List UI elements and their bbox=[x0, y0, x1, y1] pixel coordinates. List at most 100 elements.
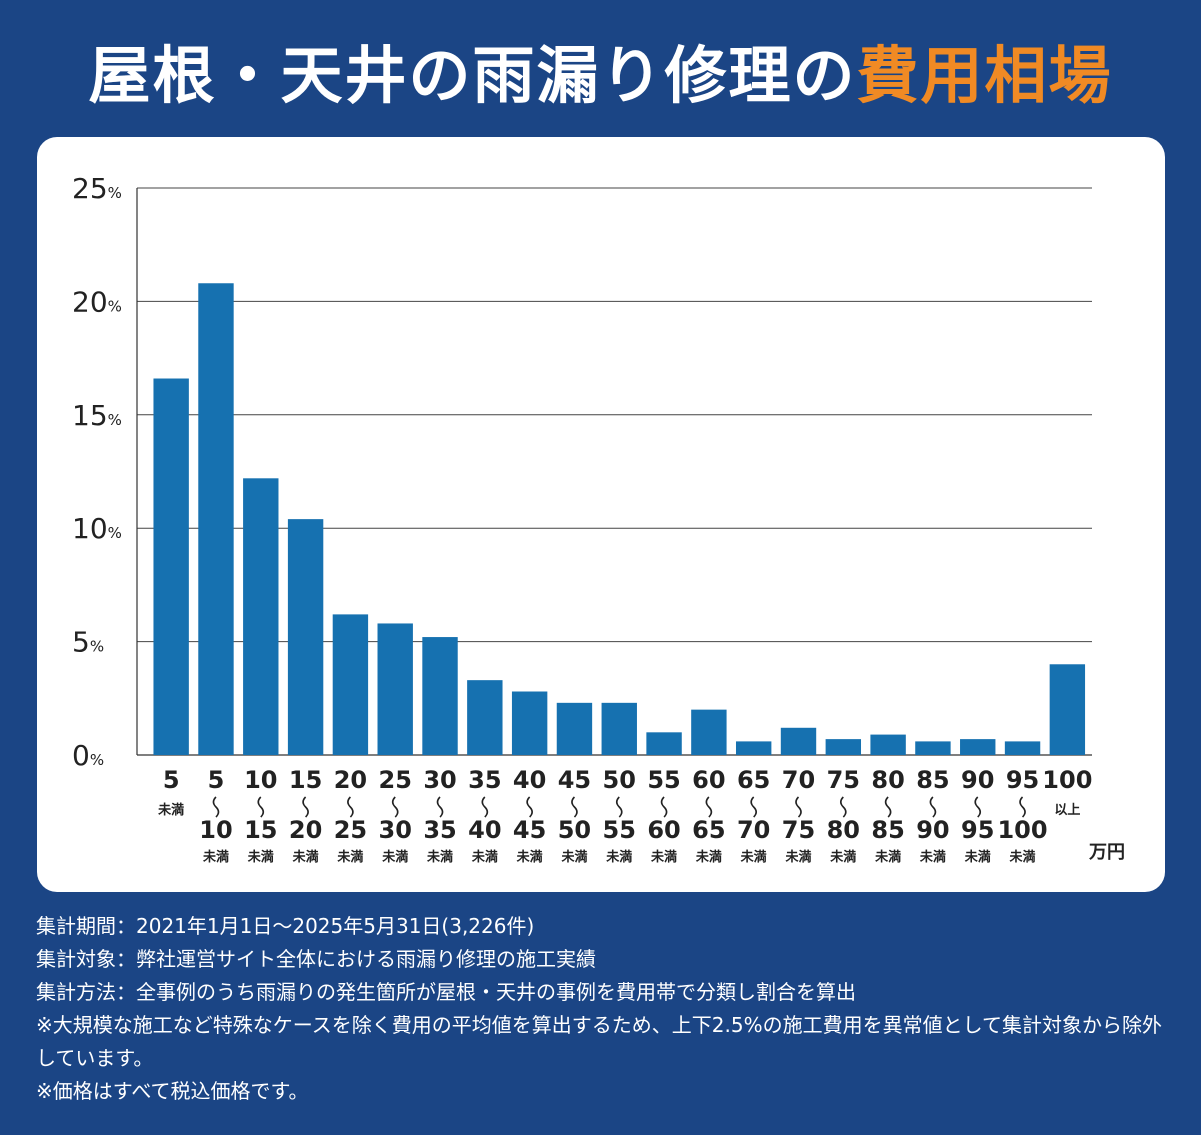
x-tick-range-mark bbox=[571, 796, 578, 818]
x-tick-label: 5 bbox=[208, 766, 225, 794]
x-tick-label: 25 bbox=[379, 766, 412, 794]
title-accent: 費用相場 bbox=[856, 39, 1113, 112]
y-tick-unit: % bbox=[108, 297, 122, 315]
x-tick-range-mark bbox=[1019, 796, 1026, 818]
x-tick-range-mark bbox=[436, 796, 444, 818]
x-tick-range-mark bbox=[660, 796, 668, 818]
bar bbox=[960, 739, 996, 755]
x-tick-label: 35 bbox=[423, 816, 456, 844]
x-tick-range-mark bbox=[615, 796, 623, 818]
x-tick-label: 10 bbox=[199, 816, 232, 844]
bar bbox=[1004, 741, 1041, 755]
x-tick-range-mark bbox=[347, 796, 354, 818]
bar bbox=[780, 727, 817, 755]
x-tick-note: 未満 bbox=[157, 802, 184, 818]
bar bbox=[243, 478, 279, 755]
bar bbox=[198, 283, 234, 755]
x-tick-label: 10 bbox=[244, 766, 277, 794]
x-tick-label: 55 bbox=[647, 766, 680, 794]
bar bbox=[915, 741, 951, 755]
bar bbox=[511, 691, 548, 755]
x-tick-note: 未満 bbox=[874, 849, 901, 865]
bar bbox=[556, 702, 593, 755]
note-exclusion: ※大規模な施工など特殊なケースを除く費用の平均値を算出するため、上下2.5%の施… bbox=[36, 1013, 1162, 1070]
x-tick-label: 80 bbox=[827, 816, 860, 844]
x-tick-label: 95 bbox=[961, 816, 994, 844]
x-tick-label: 60 bbox=[692, 766, 725, 794]
x-tick-label: 75 bbox=[782, 816, 815, 844]
x-tick-label: 50 bbox=[558, 816, 591, 844]
page-title: 屋根・天井の雨漏り修理の費用相場 bbox=[0, 36, 1201, 116]
x-tick-range-mark bbox=[212, 796, 220, 818]
x-tick-note: 未満 bbox=[292, 849, 319, 865]
x-tick-range-mark bbox=[884, 796, 892, 818]
x-tick-label: 60 bbox=[647, 816, 680, 844]
notes: 集計期間：2021年1月1日〜2025年5月31日(3,226件) 集計対象：弊… bbox=[36, 910, 1176, 1108]
x-tick-label: 50 bbox=[603, 766, 636, 794]
x-tick-label: 20 bbox=[289, 816, 322, 844]
x-tick-label: 100 bbox=[997, 816, 1047, 844]
x-tick-note: 未満 bbox=[695, 849, 722, 865]
x-tick-note: 未満 bbox=[336, 849, 363, 865]
bar bbox=[646, 732, 682, 755]
x-tick-note: 未満 bbox=[381, 849, 408, 865]
x-tick-label: 90 bbox=[916, 816, 949, 844]
x-tick-label: 5 bbox=[163, 766, 180, 794]
bar bbox=[422, 637, 458, 755]
x-tick-note: 未満 bbox=[247, 849, 274, 865]
x-tick-label: 70 bbox=[782, 766, 815, 794]
x-tick-label: 15 bbox=[244, 816, 277, 844]
x-tick-note: 未満 bbox=[202, 849, 229, 865]
x-tick-label: 30 bbox=[379, 816, 412, 844]
x-tick-label: 30 bbox=[423, 766, 456, 794]
y-tick-label: 5% bbox=[72, 626, 104, 659]
bar bbox=[467, 680, 503, 755]
note-target: 集計対象：弊社運営サイト全体における雨漏り修理の施工実績 bbox=[36, 947, 596, 971]
x-tick-note: 未満 bbox=[605, 849, 632, 865]
bar bbox=[735, 741, 772, 755]
x-tick-label: 40 bbox=[468, 816, 501, 844]
x-tick-range-mark bbox=[974, 796, 982, 818]
y-tick-unit: % bbox=[108, 411, 122, 429]
x-tick-label: 95 bbox=[1006, 766, 1039, 794]
x-axis-unit: 万円 bbox=[1088, 842, 1125, 863]
x-tick-label: 45 bbox=[513, 816, 546, 844]
y-tick-unit: % bbox=[90, 751, 104, 769]
note-method: 集計方法：全事例のうち雨漏りの発生箇所が屋根・天井の事例を費用帯で分類し割合を算… bbox=[36, 980, 856, 1004]
x-tick-range-mark bbox=[840, 796, 847, 818]
x-tick-note: 未満 bbox=[784, 849, 811, 865]
x-tick-label: 65 bbox=[737, 766, 770, 794]
x-tick-label: 20 bbox=[334, 766, 367, 794]
y-tick-label: 20% bbox=[72, 285, 122, 318]
bar bbox=[377, 623, 413, 755]
y-tick-unit: % bbox=[90, 638, 104, 656]
bar bbox=[1049, 664, 1086, 755]
x-tick-label: 65 bbox=[692, 816, 725, 844]
x-tick-range-mark bbox=[705, 796, 713, 818]
bar bbox=[825, 739, 862, 755]
y-tick-label: 15% bbox=[72, 399, 122, 432]
y-tick-label: 10% bbox=[72, 512, 122, 545]
x-tick-note: 未満 bbox=[919, 849, 946, 865]
bar bbox=[153, 378, 189, 755]
y-tick-label: 0% bbox=[72, 739, 104, 772]
x-tick-label: 75 bbox=[827, 766, 860, 794]
y-tick-label: 25% bbox=[72, 172, 122, 205]
title-main: 屋根・天井の雨漏り修理の bbox=[88, 39, 857, 112]
x-tick-label: 15 bbox=[289, 766, 322, 794]
x-tick-range-mark bbox=[929, 796, 937, 818]
x-tick-range-mark bbox=[391, 796, 399, 818]
x-tick-label: 100 bbox=[1042, 766, 1092, 794]
x-tick-label: 80 bbox=[871, 766, 904, 794]
x-tick-range-mark bbox=[795, 796, 802, 818]
x-tick-note: 未満 bbox=[516, 849, 543, 865]
x-tick-range-mark bbox=[750, 796, 757, 818]
x-tick-label: 90 bbox=[961, 766, 994, 794]
x-tick-range-mark bbox=[526, 796, 533, 818]
bar bbox=[870, 734, 906, 755]
bar bbox=[287, 519, 324, 755]
x-tick-note: 以上 bbox=[1054, 803, 1080, 818]
x-tick-note: 未満 bbox=[471, 849, 498, 865]
x-tick-note: 未満 bbox=[740, 849, 767, 865]
x-tick-range-mark bbox=[302, 796, 309, 818]
